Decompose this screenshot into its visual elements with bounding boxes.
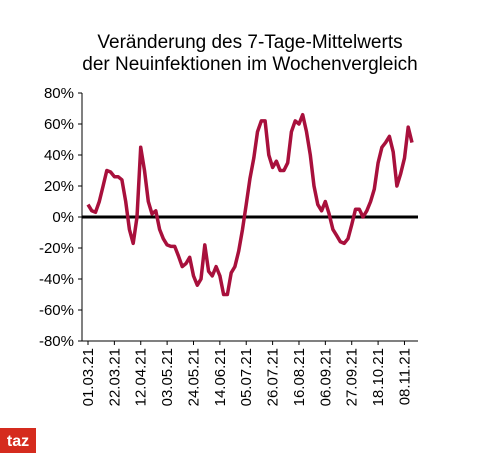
x-tick-label: 16.08.21: [291, 348, 308, 406]
x-tick-label: 22.03.21: [106, 348, 123, 406]
y-tick-label: 0%: [52, 209, 74, 226]
y-tick-label: 60%: [44, 116, 74, 133]
x-tick-label: 18.10.21: [370, 348, 387, 406]
logo: [0, 428, 36, 453]
x-tick-label: 12.04.21: [133, 348, 150, 406]
y-tick-label: 80%: [44, 85, 74, 102]
y-tick-label: -80%: [39, 333, 74, 350]
y-tick-label: -60%: [39, 302, 74, 319]
x-tick-label: 26.07.21: [265, 348, 282, 406]
x-tick-label: 06.09.21: [317, 348, 334, 406]
data-line: [86, 112, 414, 297]
x-tick-label: 05.07.21: [238, 348, 255, 406]
y-tick-label: 40%: [44, 147, 74, 164]
x-tick-label: 14.06.21: [212, 348, 229, 406]
x-tick-label: 03.05.21: [159, 348, 176, 406]
x-tick-label: 24.05.21: [185, 348, 202, 406]
x-tick-label: 27.09.21: [344, 348, 361, 406]
chart-title: Veränderung des 7-Tage-Mittelwerts: [97, 32, 402, 53]
x-tick-label: 01.03.21: [80, 348, 97, 406]
y-tick-label: -40%: [39, 271, 74, 288]
logo-text: taz: [7, 433, 29, 450]
y-tick-label: -20%: [39, 240, 74, 257]
x-tick-label: 08.11.21: [396, 348, 413, 405]
chart-title: der Neuinfektionen im Wochenvergleich: [82, 54, 418, 75]
y-tick-label: 20%: [44, 178, 74, 195]
